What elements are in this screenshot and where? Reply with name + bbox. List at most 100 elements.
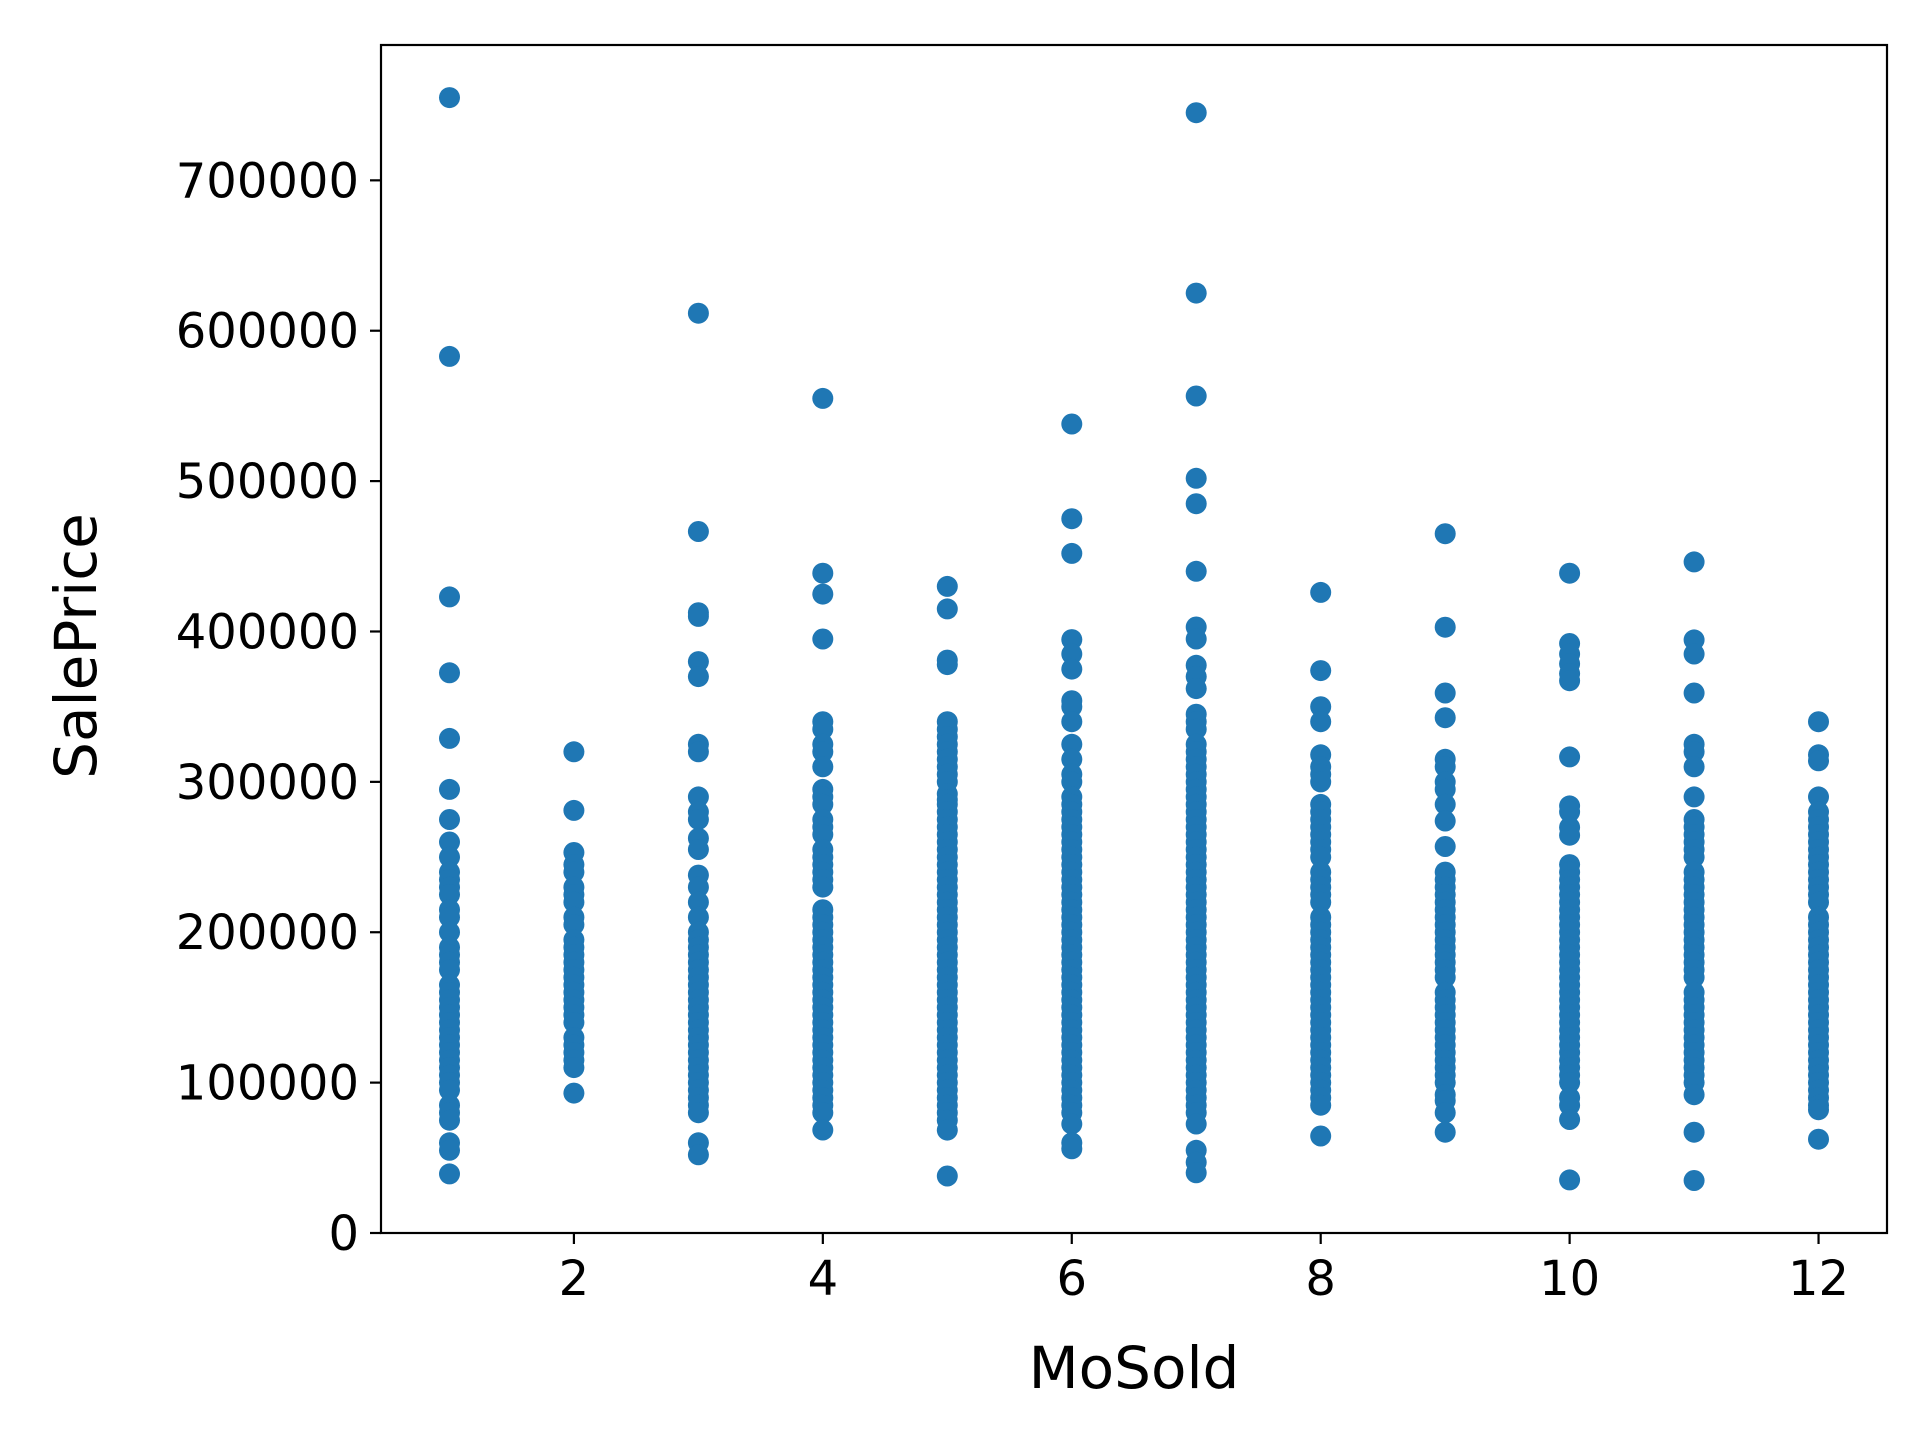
data-point [439,846,460,868]
data-point [563,1057,585,1079]
data-point [1559,1109,1581,1130]
data-point [439,959,460,981]
data-point [1310,696,1332,718]
data-point [1683,682,1705,704]
data-point [1683,643,1705,665]
data-point [1061,413,1083,435]
y-tick-label: 300000 [176,755,359,811]
data-point [1061,711,1083,733]
data-point [687,891,709,913]
data-points [439,87,1829,1191]
data-point [1434,810,1456,832]
data-point [812,756,834,778]
data-point [1185,282,1207,304]
data-point [1559,1072,1581,1094]
data-point [687,906,709,928]
data-point [439,831,460,853]
data-point [1808,711,1829,733]
data-point [439,345,460,367]
data-point [1061,1138,1083,1160]
data-point [1683,846,1705,868]
data-point [1808,1128,1829,1150]
data-point [1434,682,1456,704]
x-tick-label: 12 [1788,1251,1849,1307]
data-point [687,666,709,688]
data-point [1683,1084,1705,1106]
data-point [812,876,834,898]
data-point [1434,616,1456,638]
data-point [1808,786,1829,808]
data-point [1061,748,1083,770]
x-axis-label: MoSold [1029,1334,1240,1402]
data-point [1310,711,1332,733]
data-point [1683,551,1705,573]
data-point [1683,756,1705,778]
data-point [1434,793,1456,815]
data-point [563,799,585,821]
data-point [1185,102,1207,124]
plot-frame [379,43,1889,1235]
data-point [687,302,709,324]
data-point [1185,678,1207,700]
data-point [1310,660,1332,682]
data-point [563,1012,585,1033]
data-point [1310,771,1332,793]
data-point [1808,1099,1829,1121]
data-point [1683,786,1705,808]
data-point [687,876,709,898]
y-axis-label: SalePrice [42,513,110,779]
data-point [1061,542,1083,564]
data-point [1310,846,1332,868]
data-point [1434,836,1456,857]
y-tick-label: 700000 [176,153,359,209]
data-point [563,861,585,883]
data-point [1434,778,1456,800]
data-point [812,1102,834,1124]
y-axis: 0 100000 200000 300000 400000 500000 600000 700… [176,153,381,1262]
data-point [687,741,709,763]
data-point [563,1082,585,1104]
data-point [812,824,834,845]
data-point [1185,385,1207,407]
x-tick-label: 2 [559,1251,590,1307]
data-point [1185,467,1207,489]
data-point [439,921,460,943]
data-point [439,87,460,109]
data-point [687,651,709,673]
data-point [687,521,709,542]
data-point [563,891,585,913]
data-point [812,387,834,409]
data-point [1061,643,1083,665]
data-point [439,1079,460,1101]
data-point [1185,1162,1207,1184]
y-tick-label: 400000 [176,604,359,660]
data-point [936,598,958,620]
data-point [1310,1125,1332,1147]
data-point [1559,801,1581,823]
data-point [812,628,834,650]
y-tick-label: 500000 [176,454,359,510]
x-tick-label: 8 [1305,1251,1336,1307]
data-point [1683,966,1705,988]
data-point [1559,562,1581,584]
data-point [1808,891,1829,913]
data-point [439,586,460,608]
data-point [439,662,460,684]
data-point [439,727,460,749]
data-point [936,654,958,676]
data-point [1310,581,1332,603]
data-point [936,1119,958,1141]
x-axis: 2 4 6 8 10 12 [559,1233,1849,1307]
data-point [1683,741,1705,763]
data-point [1061,658,1083,680]
data-point [687,786,709,808]
data-point [1061,696,1083,718]
data-point [812,793,834,815]
data-point [687,839,709,860]
data-point [1434,966,1456,988]
y-tick-label: 0 [328,1206,359,1262]
data-point [439,1139,460,1161]
data-point [936,1165,958,1187]
data-point [1559,746,1581,768]
